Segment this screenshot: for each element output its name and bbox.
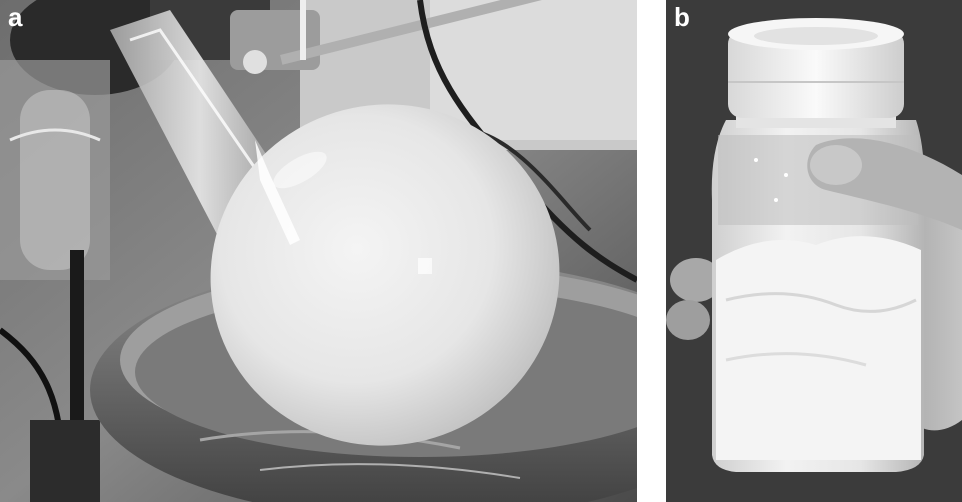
panel-label-a: a [8,2,23,32]
panel-a: a [0,0,637,502]
flask-photo [0,0,637,502]
bottle-photo [666,0,962,502]
panel-label-b: b [674,2,690,32]
panel-b: b [666,0,962,502]
